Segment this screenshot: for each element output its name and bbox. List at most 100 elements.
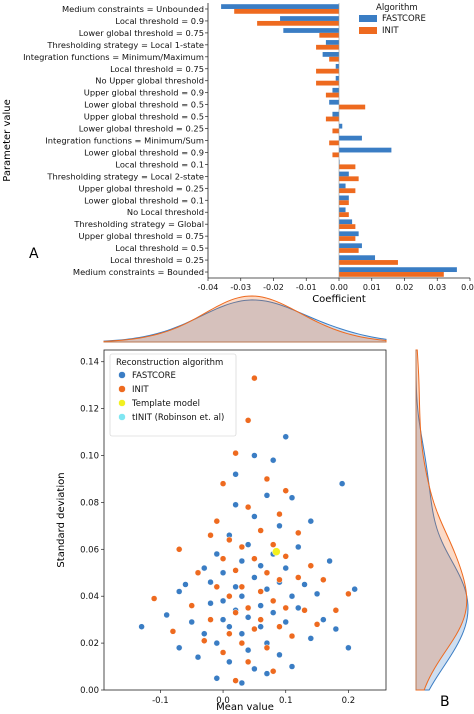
point-fastcore xyxy=(201,564,208,572)
bar-init xyxy=(339,236,356,241)
y-tick-label: 0.14 xyxy=(80,358,99,368)
point-fastcore xyxy=(175,588,183,595)
point-init xyxy=(188,602,195,609)
point-init xyxy=(219,480,227,487)
point-fastcore xyxy=(213,675,221,682)
bar-init xyxy=(325,92,339,98)
point-fastcore xyxy=(244,646,252,654)
point-fastcore xyxy=(307,517,315,525)
x-tick-label: -0.03 xyxy=(230,283,251,292)
bar-fastcore xyxy=(339,255,376,261)
point-init xyxy=(213,517,221,525)
point-fastcore xyxy=(201,630,208,637)
bar-init xyxy=(316,44,339,50)
point-fastcore xyxy=(276,651,283,659)
point-init xyxy=(232,567,239,574)
point-fastcore xyxy=(263,670,271,677)
y-tick-label: 0.10 xyxy=(80,452,99,462)
legend-entry: tINIT (Robinson et. al) xyxy=(132,413,224,423)
point-fastcore xyxy=(244,614,252,621)
category-label: No Local threshold xyxy=(127,207,204,217)
point-fastcore xyxy=(295,604,302,612)
point-fastcore xyxy=(194,653,202,661)
bar-fastcore xyxy=(283,28,339,33)
point-init xyxy=(269,541,277,548)
bar-fastcore xyxy=(339,135,362,141)
point-fastcore xyxy=(238,679,246,687)
bar-fastcore xyxy=(325,40,339,45)
bar-fastcore xyxy=(221,4,339,9)
point-fastcore xyxy=(232,583,239,591)
y-tick-label: 0.06 xyxy=(80,545,99,555)
point-fastcore xyxy=(288,663,296,670)
x-tick-label: -0.1 xyxy=(152,696,169,706)
bar-init xyxy=(319,32,339,38)
point-init xyxy=(282,553,289,560)
point-fastcore xyxy=(226,623,233,630)
point-fastcore xyxy=(226,658,233,666)
point-fastcore xyxy=(163,611,170,619)
x-tick-label: 0.0 xyxy=(216,696,230,706)
bar-fastcore xyxy=(322,52,339,57)
category-label: Local threshold = 0.75 xyxy=(110,64,204,74)
category-label: Local threshold = 0.25 xyxy=(110,255,204,265)
point-init xyxy=(345,590,352,598)
point-init xyxy=(150,595,158,602)
legend-marker xyxy=(118,385,126,393)
point-fastcore xyxy=(295,543,302,551)
legend-marker xyxy=(118,413,126,421)
bar-fastcore xyxy=(339,183,346,189)
point-init xyxy=(251,625,258,633)
point-init xyxy=(251,555,258,562)
category-label: Thresholding strategy = Global xyxy=(73,219,204,229)
panel-label-b: B xyxy=(440,694,450,710)
point-init xyxy=(207,616,214,623)
point-init xyxy=(244,417,252,424)
point-fastcore xyxy=(263,492,271,499)
x-tick-label: -0.02 xyxy=(263,283,284,292)
bar-init xyxy=(332,128,339,134)
category-label: Upper global threshold = 0.5 xyxy=(84,112,204,122)
legend-marker xyxy=(118,371,126,379)
point-init xyxy=(276,623,283,630)
category-label: Local threshold = 0.5 xyxy=(115,243,204,253)
point-fastcore xyxy=(213,550,221,558)
x-tick-label: -0.01 xyxy=(296,283,317,292)
point-fastcore xyxy=(345,644,352,652)
point-init xyxy=(238,583,246,591)
x-tick-label: 0.1 xyxy=(279,696,293,706)
point-fastcore xyxy=(338,480,346,487)
point-fastcore xyxy=(332,625,340,633)
point-init xyxy=(238,639,246,647)
point-fastcore xyxy=(238,557,246,565)
legend-entry: FASTCORE xyxy=(132,371,176,381)
point-fastcore xyxy=(320,616,327,623)
bar-init xyxy=(339,188,356,194)
point-template-model xyxy=(272,547,281,556)
category-label: Medium constraints = Bounded xyxy=(73,267,204,277)
point-init xyxy=(263,569,271,577)
point-init xyxy=(295,574,302,581)
bar-fastcore xyxy=(339,147,392,153)
category-label: No Upper global threshold xyxy=(95,76,204,86)
bar-fastcore xyxy=(339,231,359,237)
category-label: Integration functions = Minimum/Maximum xyxy=(23,52,204,62)
x-axis-label: Mean value xyxy=(216,702,274,713)
bar-fastcore xyxy=(339,171,349,177)
bar-fastcore xyxy=(332,111,339,117)
bar-fastcore xyxy=(280,16,339,21)
bar-group xyxy=(221,4,457,277)
point-init xyxy=(226,536,233,544)
y-tick-labels: 0.00 0.02 0.04 0.06 0.08 0.10 0.12 0.14 xyxy=(80,358,104,696)
x-tick-label: 0.04 xyxy=(461,283,474,292)
point-init xyxy=(307,562,315,569)
point-fastcore xyxy=(282,564,289,572)
bar-init xyxy=(339,164,356,170)
point-init xyxy=(276,576,283,584)
category-label: Medium constraints = Unbounded xyxy=(62,4,204,14)
point-init xyxy=(232,449,239,457)
bar-init xyxy=(339,104,366,110)
category-label: Lower global threshold = 0.75 xyxy=(79,28,204,38)
